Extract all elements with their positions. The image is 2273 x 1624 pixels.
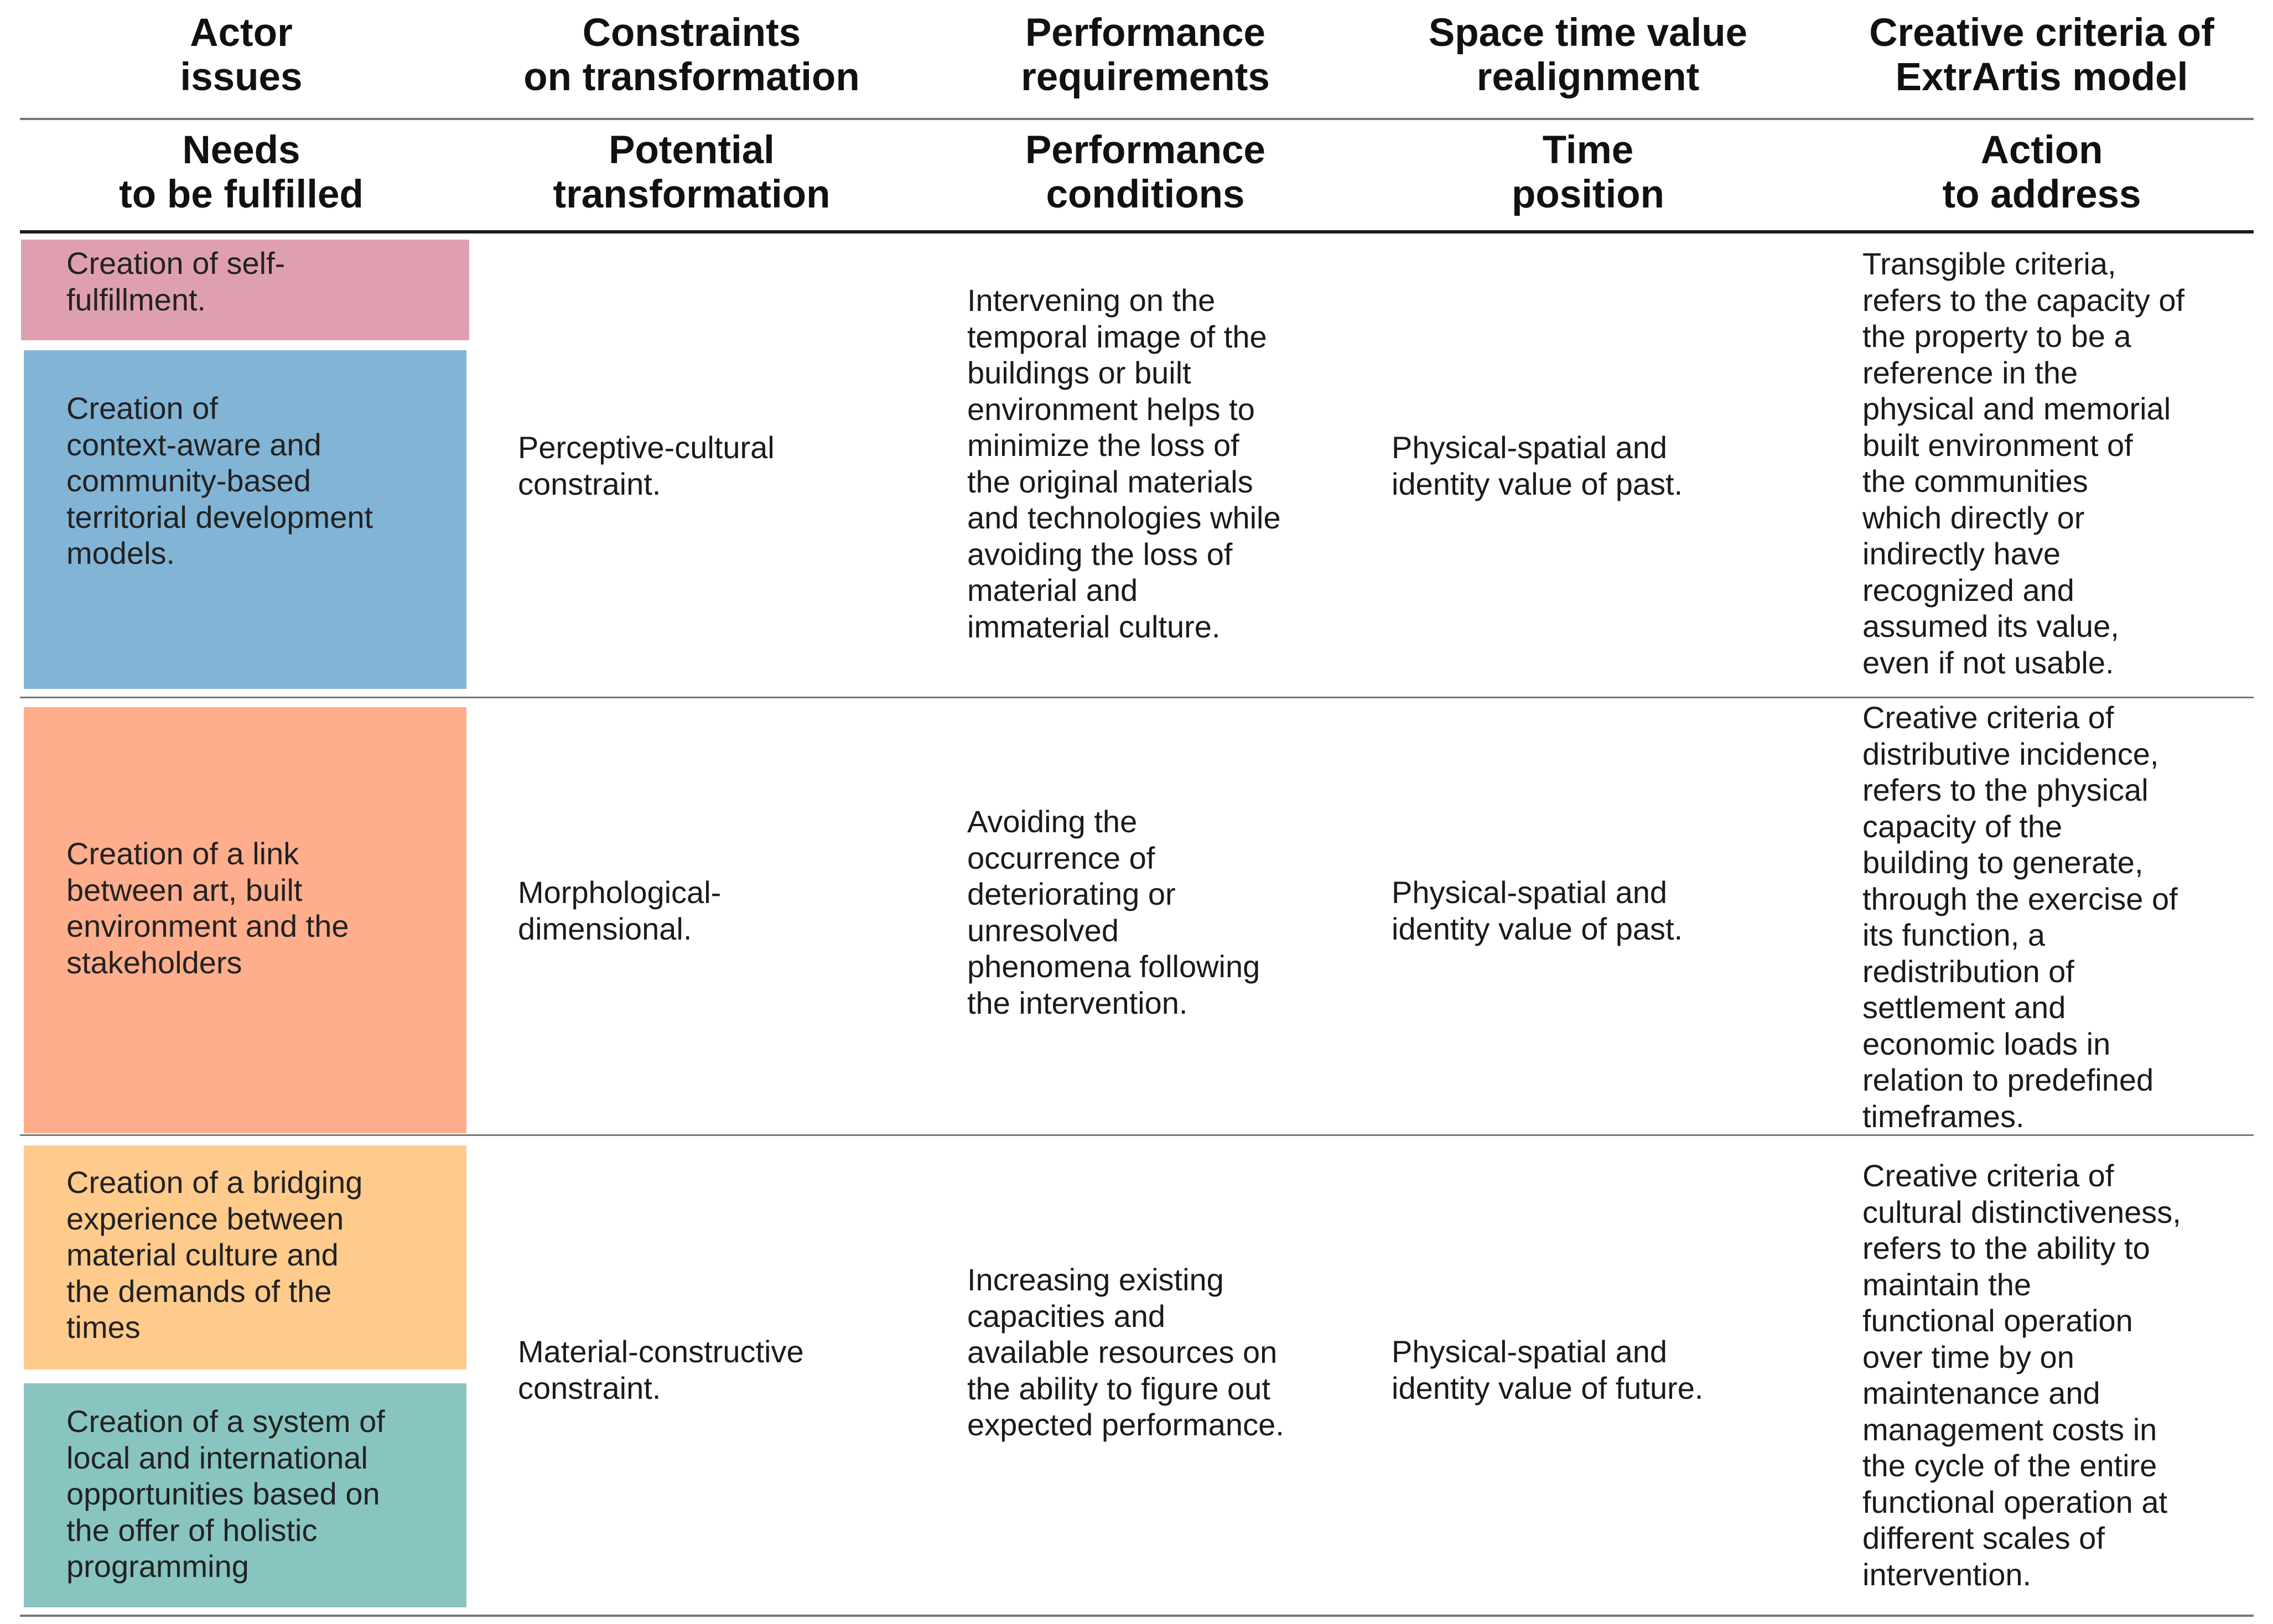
header-line: conditions (1046, 173, 1245, 216)
header-time-position: Time position (1378, 128, 1798, 217)
need-box-territorial-models: Creation of context-aware and community-… (24, 350, 466, 689)
need-box-bridging-experience: Creation of a bridging experience betwee… (24, 1145, 466, 1369)
header-space-time-value: Space time value realignment (1378, 11, 1798, 100)
header-line: on transformation (523, 55, 860, 99)
header-line: ExtrArtis model (1895, 55, 2188, 99)
header-line: requirements (1021, 55, 1270, 99)
header-line: Needs (182, 128, 300, 172)
header-line: Actor (190, 11, 293, 55)
row3-time-position: Physical-spatial and identity value of f… (1392, 1334, 1704, 1405)
header-potential-transformation: Potential transformation (498, 128, 885, 217)
need-box-opportunities-system: Creation of a system of local and intern… (24, 1383, 466, 1607)
header-performance-requirements: Performance requirements (941, 11, 1350, 100)
header-bottom-rule (20, 230, 2254, 234)
row2-time-position: Physical-spatial and identity value of p… (1392, 875, 1683, 946)
row1-action: Transgible criteria, refers to the capac… (1862, 246, 2185, 680)
header-line: Performance (1025, 128, 1266, 172)
header-line: Potential (609, 128, 775, 172)
row2-conditions: Avoiding the occurrence of deteriorating… (967, 804, 1260, 1020)
header-line: Performance (1025, 11, 1266, 55)
header-line: position (1511, 173, 1665, 216)
header-line: issues (180, 55, 303, 99)
row1-conditions: Intervening on the temporal image of the… (967, 283, 1281, 644)
row2-action: Creative criteria of distributive incide… (1862, 700, 2178, 1134)
header-line: to be fulfilled (119, 173, 364, 216)
header-line: Space time value (1428, 11, 1748, 55)
header-line: Action (1980, 128, 2103, 172)
need-box-self-fulfillment: Creation of self- fulfillment. (21, 240, 469, 340)
need-text: Creation of context-aware and community-… (66, 391, 373, 570)
header-constraints: Constraints on transformation (498, 11, 885, 100)
row3-conditions: Increasing existing capacities and avail… (967, 1262, 1284, 1442)
header-creative-criteria: Creative criteria of ExtrArtis model (1831, 11, 2252, 100)
row3-action: Creative criteria of cultural distinctiv… (1862, 1158, 2181, 1592)
row3-transformation: Material-constructive constraint. (518, 1334, 804, 1405)
need-text: Creation of a bridging experience betwee… (66, 1165, 363, 1345)
header-line: Constraints (582, 11, 801, 55)
header-needs: Needs to be fulfilled (20, 128, 463, 217)
row1-transformation: Perceptive-cultural constraint. (518, 430, 775, 501)
header-divider (20, 118, 2254, 120)
header-line: realignment (1476, 55, 1700, 99)
header-line: to address (1942, 173, 2141, 216)
row2-transformation: Morphological- dimensional. (518, 875, 722, 946)
header-performance-conditions: Performance conditions (941, 128, 1350, 217)
need-text: Creation of a system of local and intern… (66, 1404, 385, 1584)
table-bottom-rule (20, 1615, 2254, 1617)
header-line: transformation (553, 173, 831, 216)
header-action: Action to address (1831, 128, 2252, 217)
row-divider (20, 1134, 2254, 1136)
need-text: Creation of a link between art, built en… (66, 836, 349, 980)
need-box-art-link: Creation of a link between art, built en… (24, 707, 466, 1133)
row-divider (20, 697, 2254, 698)
header-actor-issues: Actor issues (20, 11, 463, 100)
header-line: Creative criteria of (1869, 11, 2214, 55)
row1-time-position: Physical-spatial and identity value of p… (1392, 430, 1683, 501)
need-text: Creation of self- fulfillment. (66, 246, 286, 317)
header-line: Time (1542, 128, 1634, 172)
